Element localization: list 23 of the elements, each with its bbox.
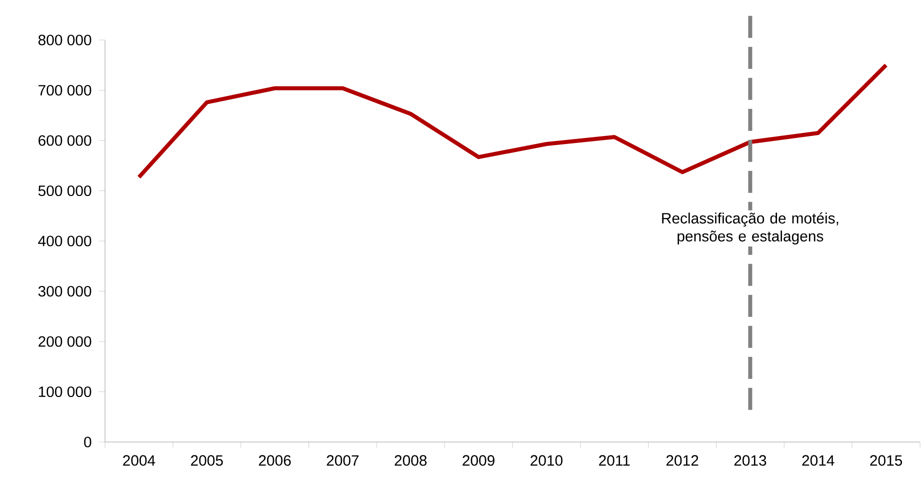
y-tick-label: 300 000	[38, 286, 92, 297]
y-tick-label: 800 000	[38, 34, 92, 46]
y-tick-label: 400 000	[38, 236, 92, 246]
y-tick-label: 200 000	[38, 336, 92, 347]
x-tick-label: 2006	[258, 455, 291, 466]
x-tick-label: 2004	[123, 455, 156, 466]
x-tick-label: 2010	[530, 455, 562, 466]
y-tick-label: 600 000	[38, 135, 92, 146]
x-tick-label: 2008	[394, 455, 427, 466]
ref-line-label: Reclassificação de motéis, pensões e estalagens	[662, 212, 838, 244]
x-tick-label: 2013	[734, 455, 766, 466]
x-tick-label: 2009	[462, 455, 494, 466]
y-tick-label: 700 000	[38, 84, 92, 96]
x-tick-label: 2014	[802, 455, 834, 466]
x-tick-label: 2015	[870, 455, 902, 466]
x-tick-label: 2005	[191, 455, 223, 466]
x-tick-label: 2011	[599, 455, 630, 466]
x-tick-label: 2007	[326, 455, 359, 466]
y-tick-label: 100 000	[38, 386, 92, 398]
x-tick-label: 2012	[666, 455, 698, 466]
y-tick-label: 0	[84, 436, 92, 448]
line-series	[136, 63, 888, 180]
y-tick-label: 500 000	[38, 185, 92, 196]
